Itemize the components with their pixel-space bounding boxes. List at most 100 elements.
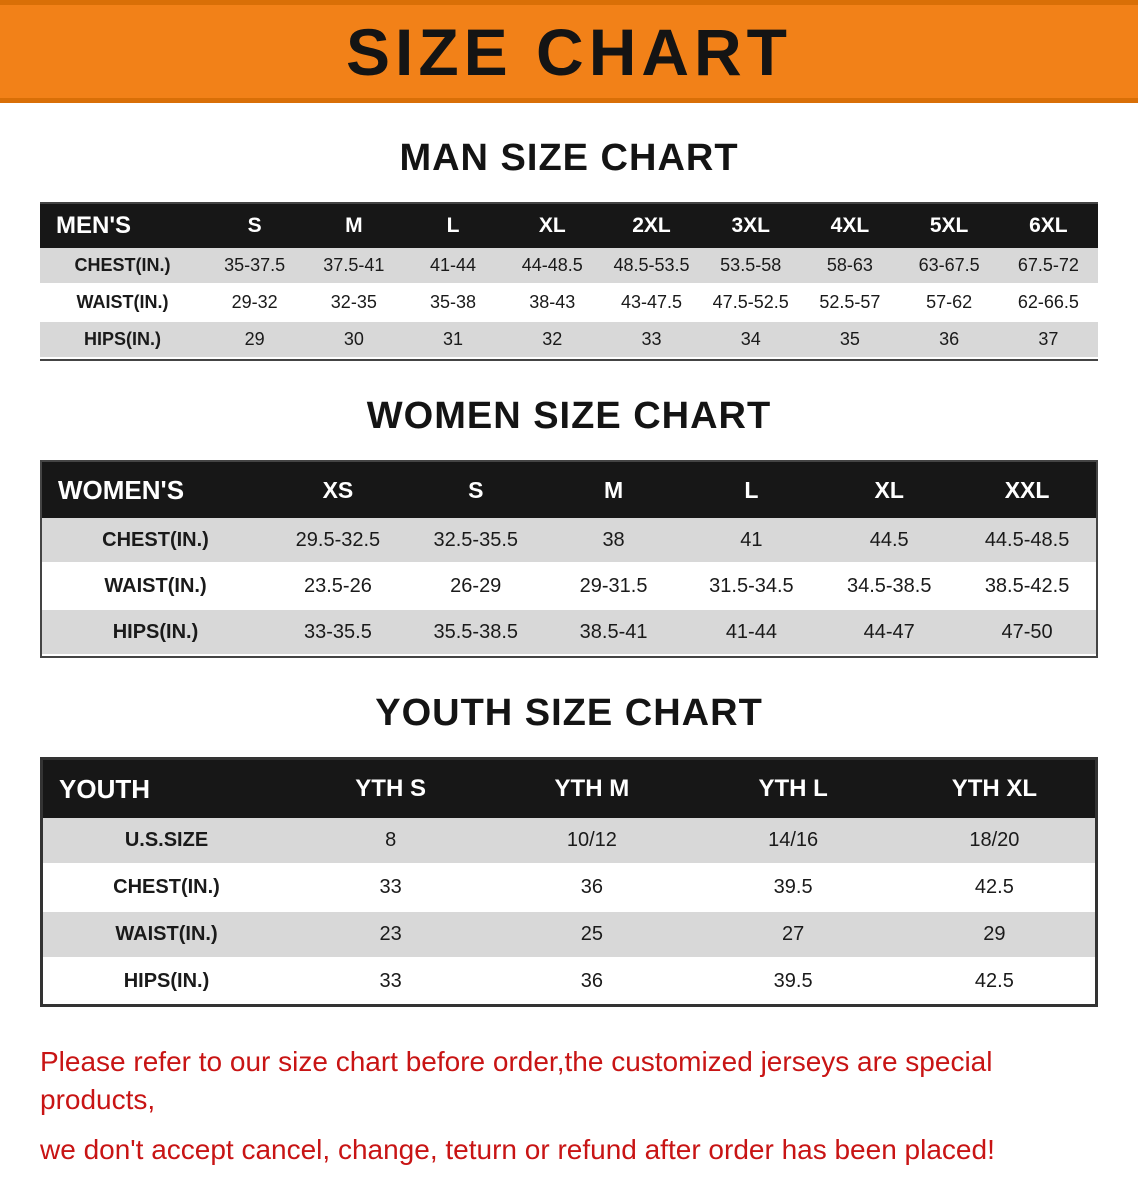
column-header: M: [544, 462, 683, 518]
table-cell: 44.5: [820, 518, 959, 564]
table-cell: 35-37.5: [205, 248, 305, 285]
column-header: 6XL: [998, 204, 1098, 248]
youth-section-heading: YOUTH SIZE CHART: [375, 692, 763, 734]
table-cell: 47.5-52.5: [701, 285, 801, 322]
women-size-table: WOMEN'S XS S M L XL XXL CHEST(IN.) 29.5-32.5 32.5…: [40, 460, 1098, 658]
table-cell: 33: [290, 959, 492, 1004]
table-cell: 38: [544, 518, 683, 564]
table-cell: 30: [304, 322, 404, 359]
banner: SIZE CHART: [0, 0, 1138, 103]
table-cell: 34.5-38.5: [820, 564, 959, 610]
table-cell: 58-63: [800, 248, 900, 285]
table-cell: 44-48.5: [502, 248, 602, 285]
table-cell: 44-47: [820, 610, 959, 656]
men-section-heading: MAN SIZE CHART: [399, 137, 739, 179]
banner-title: SIZE CHART: [346, 14, 792, 89]
table-cell: 35-38: [403, 285, 503, 322]
table-row: WAIST(IN.) 29-32 32-35 35-38 38-43 43-47.5 47.…: [40, 285, 1098, 322]
table-cell: 29-32: [205, 285, 305, 322]
header-row: YOUTH YTH S YTH M YTH L YTH XL: [43, 760, 1095, 818]
table-cell: 38.5-41: [544, 610, 683, 656]
table-cell: 36: [899, 322, 999, 359]
table-cell: 29.5-32.5: [269, 518, 407, 564]
table-cell: 10/12: [491, 818, 693, 865]
table-row: CHEST(IN.) 33 36 39.5 42.5: [43, 865, 1095, 912]
table-cell: 35: [800, 322, 900, 359]
footer-note: Please refer to our size chart before or…: [40, 1043, 1098, 1168]
row-label: HIPS(IN.): [42, 610, 269, 656]
table-cell: 33-35.5: [269, 610, 407, 656]
table-cell: 35.5-38.5: [406, 610, 545, 656]
table-cell: 29: [893, 912, 1095, 959]
column-header: XXL: [958, 462, 1096, 518]
table-cell: 29: [205, 322, 305, 359]
table-title-cell: MEN'S: [40, 204, 205, 248]
table-cell: 8: [290, 818, 492, 865]
table-cell: 18/20: [893, 818, 1095, 865]
section-men: MAN SIZE CHART MEN'S S M L XL 2XL 3XL 4XL 5XL 6XL…: [0, 137, 1138, 361]
column-header: XS: [269, 462, 407, 518]
table-cell: 37: [998, 322, 1098, 359]
row-label: CHEST(IN.): [40, 248, 205, 285]
table-cell: 44.5-48.5: [958, 518, 1096, 564]
table-cell: 38.5-42.5: [958, 564, 1096, 610]
table-cell: 23.5-26: [269, 564, 407, 610]
table-cell: 48.5-53.5: [601, 248, 702, 285]
column-header: M: [304, 204, 404, 248]
table-cell: 41: [682, 518, 821, 564]
table-cell: 62-66.5: [998, 285, 1098, 322]
table-row: HIPS(IN.) 29 30 31 32 33 34 35 36 37: [40, 322, 1098, 359]
table-cell: 52.5-57: [800, 285, 900, 322]
table-cell: 47-50: [958, 610, 1096, 656]
table-cell: 31.5-34.5: [682, 564, 821, 610]
table-cell: 43-47.5: [601, 285, 702, 322]
table-cell: 33: [290, 865, 492, 912]
table-cell: 32: [502, 322, 602, 359]
row-label: CHEST(IN.): [42, 518, 269, 564]
column-header: YTH M: [491, 760, 693, 818]
table-row: WAIST(IN.) 23 25 27 29: [43, 912, 1095, 959]
table-cell: 23: [290, 912, 492, 959]
table-cell: 31: [403, 322, 503, 359]
column-header: YTH XL: [893, 760, 1095, 818]
table-cell: 36: [491, 959, 693, 1004]
footer-note-line-2: we don't accept cancel, change, teturn o…: [40, 1133, 995, 1165]
table-cell: 26-29: [406, 564, 545, 610]
table-cell: 42.5: [893, 865, 1095, 912]
table-cell: 38-43: [502, 285, 602, 322]
table-row: CHEST(IN.) 35-37.5 37.5-41 41-44 44-48.5 48.5…: [40, 248, 1098, 285]
table-cell: 14/16: [692, 818, 894, 865]
table-cell: 57-62: [899, 285, 999, 322]
column-header: XL: [820, 462, 959, 518]
table-title-cell: YOUTH: [43, 760, 290, 818]
table-cell: 27: [692, 912, 894, 959]
column-header: L: [403, 204, 503, 248]
table-title-cell: WOMEN'S: [42, 462, 269, 518]
table-cell: 37.5-41: [304, 248, 404, 285]
column-header: XL: [502, 204, 602, 248]
column-header: 2XL: [601, 204, 702, 248]
table-cell: 41-44: [682, 610, 821, 656]
row-label: CHEST(IN.): [43, 865, 290, 912]
men-size-table: MEN'S S M L XL 2XL 3XL 4XL 5XL 6XL CHEST(IN.) 35-37…: [40, 202, 1098, 361]
header-row: WOMEN'S XS S M L XL XXL: [42, 462, 1096, 518]
row-label: WAIST(IN.): [43, 912, 290, 959]
table-cell: 41-44: [403, 248, 503, 285]
table-row: U.S.SIZE 8 10/12 14/16 18/20: [43, 818, 1095, 865]
row-label: WAIST(IN.): [42, 564, 269, 610]
table-row: CHEST(IN.) 29.5-32.5 32.5-35.5 38 41 44.5 44.5…: [42, 518, 1096, 564]
table-cell: 39.5: [692, 959, 894, 1004]
footer-note-line-1: Please refer to our size chart before or…: [40, 1046, 993, 1115]
table-cell: 32.5-35.5: [406, 518, 545, 564]
column-header: S: [406, 462, 545, 518]
column-header: 5XL: [899, 204, 999, 248]
table-cell: 25: [491, 912, 693, 959]
column-header: L: [682, 462, 821, 518]
table-cell: 32-35: [304, 285, 404, 322]
table-cell: 33: [601, 322, 702, 359]
youth-size-table: YOUTH YTH S YTH M YTH L YTH XL U.S.SIZE 8 10/12…: [40, 757, 1098, 1007]
table-cell: 39.5: [692, 865, 894, 912]
table-cell: 42.5: [893, 959, 1095, 1004]
table-cell: 34: [701, 322, 801, 359]
